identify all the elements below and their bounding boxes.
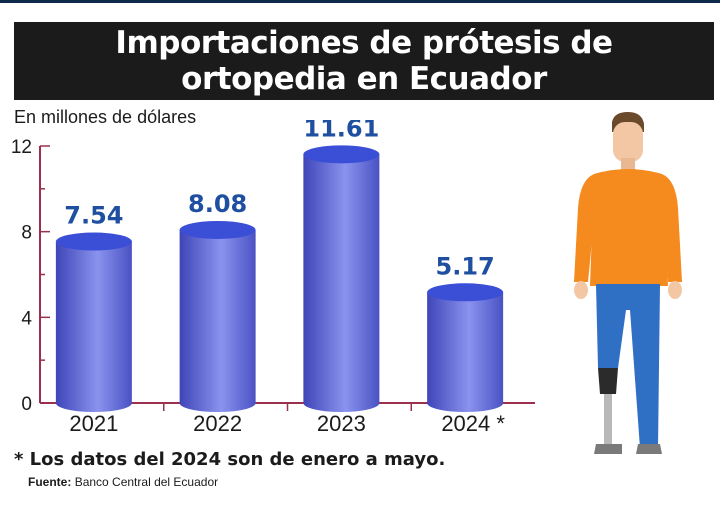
- bar-2022: [179, 229, 256, 412]
- title-banner: Importaciones de prótesis de ortopedia e…: [14, 22, 714, 100]
- data-label: 7.54: [64, 202, 123, 230]
- bar-2023: [303, 154, 380, 412]
- right-hand-shape: [668, 281, 682, 299]
- source-line: Fuente: Banco Central del Ecuador: [28, 475, 218, 489]
- x-tick-label: 2021: [69, 411, 118, 436]
- data-label: 8.08: [188, 190, 247, 218]
- source-text: Banco Central del Ecuador: [74, 475, 219, 489]
- amputee-person-illustration: [574, 112, 682, 454]
- right-arm-shape: [662, 174, 682, 282]
- jeans-shape: [596, 284, 660, 448]
- bar-top-cap: [179, 220, 256, 239]
- bar-top-cap: [303, 145, 380, 164]
- bar-2021: [55, 241, 132, 412]
- bar-2024: [427, 292, 504, 412]
- data-label: 5.17: [436, 252, 495, 280]
- y-tick-label: 12: [11, 137, 32, 158]
- x-tick-label: 2024 *: [441, 411, 505, 436]
- left-arm-shape: [574, 174, 594, 282]
- left-hand-shape: [574, 281, 588, 299]
- chart-title-line-1: Importaciones de prótesis de: [115, 25, 613, 61]
- chart-title-line-2: ortopedia en Ecuador: [181, 61, 547, 97]
- prosthetic-foot-shape: [594, 444, 622, 454]
- x-tick-label: 2022: [193, 411, 242, 436]
- bar-chart: 0 4 8 12 7.54 2021 8.08 2022 11.61 2023 5.17 2024 …: [11, 120, 535, 436]
- x-tick-label: 2023: [317, 411, 366, 436]
- y-tick-label: 0: [21, 394, 32, 415]
- data-label: 11.61: [303, 120, 379, 142]
- head-shape: [613, 122, 643, 162]
- footnote: * Los datos del 2024 son de enero a mayo…: [14, 449, 446, 470]
- prosthetic-pylon-shape: [604, 394, 612, 444]
- bar-top-cap: [55, 232, 132, 251]
- y-tick-label: 4: [21, 308, 32, 329]
- neck-shape: [621, 158, 635, 172]
- shoe-shape: [636, 444, 662, 454]
- y-axis-units-label: En millones de dólares: [14, 107, 197, 127]
- bar-top-cap: [427, 283, 504, 302]
- source-label: Fuente:: [28, 475, 72, 489]
- prosthetic-socket-shape: [598, 368, 618, 394]
- y-tick-label: 8: [21, 223, 32, 244]
- torso-shirt-shape: [590, 169, 668, 286]
- top-rule: [0, 0, 720, 3]
